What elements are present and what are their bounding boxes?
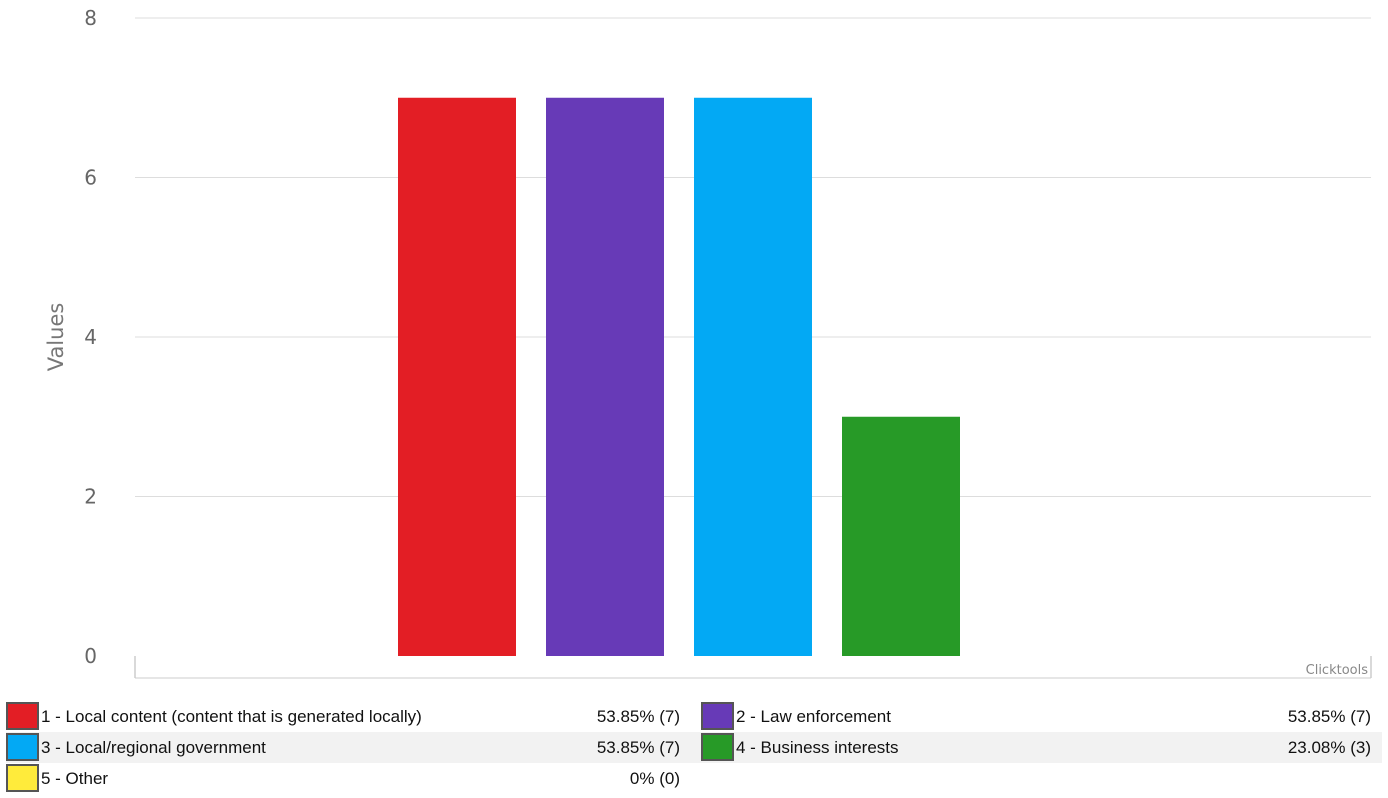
legend-label: 5 - Other — [41, 769, 109, 788]
legend-label: 1 - Local content (content that is gener… — [41, 707, 422, 726]
legend-value: 53.85% (7) — [596, 738, 680, 757]
legend-swatch — [701, 702, 734, 730]
legend-swatch — [6, 764, 39, 792]
legend-value: 53.85% (7) — [1287, 707, 1371, 726]
legend-row: 5 - Other 0% (0) — [6, 763, 1382, 794]
bar[interactable] — [842, 416, 960, 656]
y-tick-label: 0 — [84, 644, 97, 668]
legend-value: 53.85% (7) — [596, 707, 680, 726]
legend-swatch — [6, 733, 39, 761]
y-tick-label: 8 — [84, 6, 97, 30]
credit-label[interactable]: Clicktools — [1306, 663, 1369, 678]
y-axis-ticks: 0 2 4 6 8 — [84, 6, 97, 668]
bar[interactable] — [546, 97, 664, 656]
legend-row: 3 - Local/regional government 53.85% (7)… — [6, 732, 1382, 763]
legend-swatch — [6, 702, 39, 730]
bar[interactable] — [398, 97, 516, 656]
y-axis-title: Values — [44, 303, 68, 372]
legend-label: 4 - Business interests — [736, 738, 899, 757]
plot-frame — [134, 656, 1372, 679]
y-tick-label: 4 — [84, 325, 97, 349]
legend-value: 0% (0) — [629, 769, 680, 788]
bar-chart: 0 2 4 6 8 Values Clicktools — [44, 6, 1372, 679]
legend-item-business-interests[interactable]: 4 - Business interests 23.08% (3) — [701, 732, 1371, 763]
legend-item-local-content[interactable]: 1 - Local content (content that is gener… — [6, 701, 680, 732]
bar[interactable] — [694, 97, 812, 656]
legend-item-law-enforcement[interactable]: 2 - Law enforcement 53.85% (7) — [701, 701, 1371, 732]
bars — [398, 97, 960, 656]
y-tick-label: 2 — [84, 485, 97, 509]
legend-item-local-regional-government[interactable]: 3 - Local/regional government 53.85% (7) — [6, 732, 680, 763]
legend-value: 23.08% (3) — [1287, 738, 1371, 757]
legend-label: 2 - Law enforcement — [736, 707, 891, 726]
legend-row: 1 - Local content (content that is gener… — [6, 701, 1382, 732]
legend-label: 3 - Local/regional government — [41, 738, 266, 757]
y-tick-label: 6 — [84, 166, 97, 190]
legend-swatch — [701, 733, 734, 761]
legend-item-other[interactable]: 5 - Other 0% (0) — [6, 763, 680, 794]
